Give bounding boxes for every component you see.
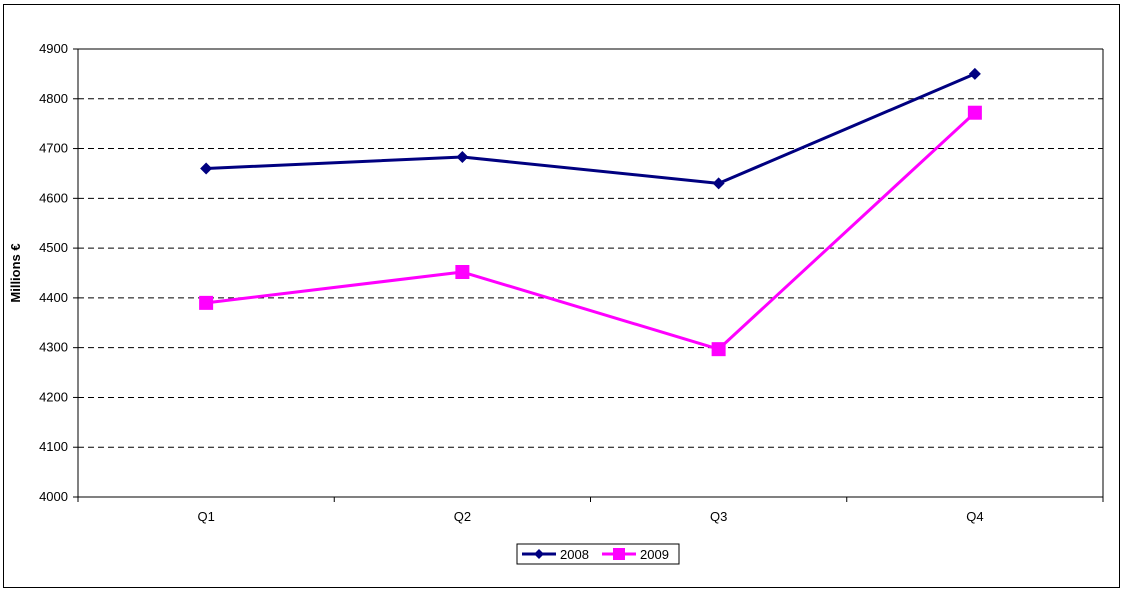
y-tick-label: 4800: [39, 91, 68, 106]
axes: [73, 48, 1104, 502]
y-tick-label: 4900: [39, 41, 68, 56]
y-tick-label: 4400: [39, 290, 68, 305]
y-axis-title: Millions €: [8, 243, 23, 302]
data-point-marker: [968, 67, 981, 80]
series-2009: [199, 105, 982, 357]
legend-item-2008: 2008: [522, 547, 589, 562]
legend-label: 2009: [640, 547, 669, 562]
y-tick-label: 4600: [39, 190, 68, 205]
legend-label: 2008: [560, 547, 589, 562]
y-tick-label: 4100: [39, 439, 68, 454]
data-point-marker: [456, 151, 469, 164]
y-tick-label: 4200: [39, 389, 68, 404]
y-tick-labels: 4000 4100 4200 4300 4400 4500 4600 4700 4800 4900: [39, 41, 68, 504]
y-tick-label: 4000: [39, 489, 68, 504]
legend-box: [516, 543, 680, 565]
legend-item-2009: 2009: [602, 547, 669, 562]
data-point-marker: [199, 295, 214, 310]
y-tick-label: 4700: [39, 141, 68, 156]
data-point-marker: [534, 549, 544, 559]
data-point-marker: [712, 177, 725, 190]
series-group: [199, 67, 982, 357]
series-2008: [200, 67, 981, 190]
gridlines: [78, 48, 1103, 448]
x-tick-label: Q3: [710, 509, 727, 524]
data-point-marker: [455, 265, 470, 280]
data-point-marker: [967, 105, 982, 120]
data-point-marker: [200, 162, 213, 175]
legend: 2008 2009: [516, 543, 680, 565]
y-tick-label: 4500: [39, 240, 68, 255]
x-tick-label: Q2: [454, 509, 471, 524]
x-tick-label: Q4: [966, 509, 983, 524]
series-line: [205, 111, 976, 351]
data-point-marker: [711, 342, 726, 357]
series-line: [206, 72, 976, 185]
x-tick-label: Q1: [197, 509, 214, 524]
y-tick-label: 4300: [39, 340, 68, 355]
chart-frame: [3, 4, 1120, 588]
data-point-marker: [613, 548, 625, 560]
x-tick-labels: Q1 Q2 Q3 Q4: [197, 509, 983, 524]
